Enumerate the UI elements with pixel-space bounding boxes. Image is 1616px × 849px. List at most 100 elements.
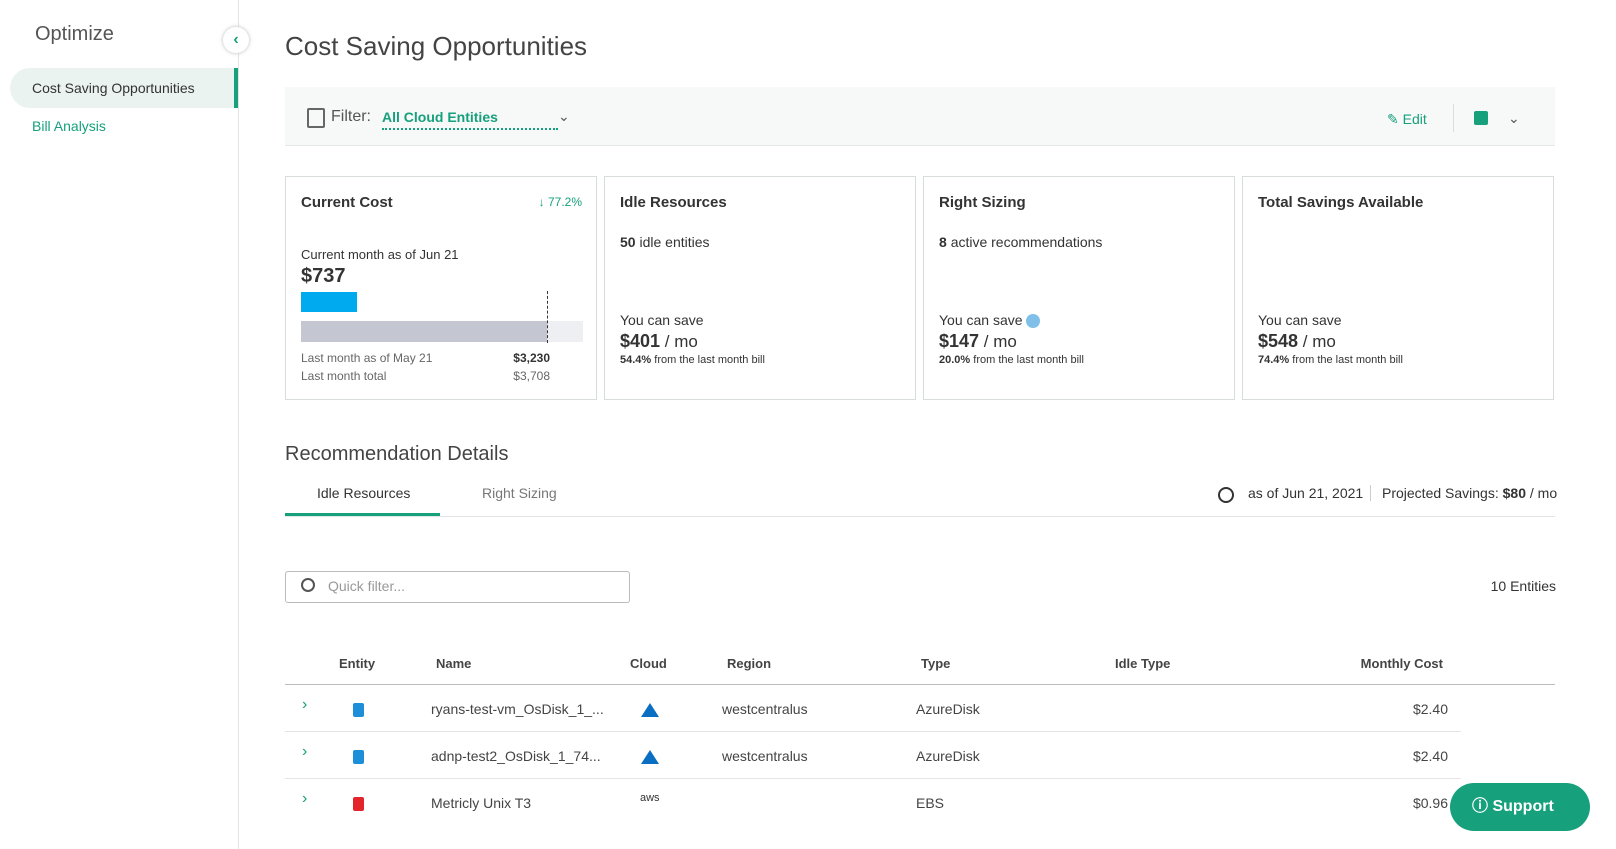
row-line [285, 778, 1461, 779]
column-header: Monthly Cost [1360, 656, 1443, 671]
summary-card: Total Savings Available You can save $548 … [1242, 176, 1554, 400]
support-button[interactable]: ⓘ Support [1450, 783, 1590, 831]
unit: / mo [983, 332, 1017, 351]
column-header: Idle Type [1115, 656, 1171, 671]
region: westcentralus [722, 701, 808, 717]
column-header: Region [727, 656, 772, 671]
pct: 20.0% [939, 354, 971, 366]
column-header: Name [436, 656, 472, 671]
save-label: You can save [620, 312, 704, 328]
cloud-icon [641, 703, 659, 717]
expand-toggle[interactable]: › [302, 790, 308, 807]
save-label: You can save [939, 312, 1023, 328]
type: AzureDisk [916, 748, 980, 764]
projected-value: $80 [1502, 485, 1526, 501]
pct: 74.4% [1258, 354, 1290, 366]
tabs-line [285, 516, 1555, 517]
pct-text: from the last month bill [973, 354, 1084, 366]
last-label: Last month as of May 21 [301, 351, 433, 365]
unit: / mo [1302, 332, 1336, 351]
change: 77.2% [547, 195, 582, 209]
support-label: Support [1492, 798, 1554, 815]
name: adnp-test2_OsDisk_1_74... [431, 748, 601, 764]
info-icon [1026, 314, 1040, 328]
save-button[interactable] [1474, 111, 1488, 125]
projected-unit: / mo [1529, 485, 1558, 501]
save-dropdown[interactable]: ⌄ [1508, 110, 1520, 126]
type: AzureDisk [916, 701, 980, 717]
entity-count: 10 Entities [1490, 578, 1556, 594]
unit: / mo [664, 332, 698, 351]
filter-value[interactable]: All Cloud Entities [382, 109, 558, 130]
nav-item[interactable]: Cost Saving Opportunities [32, 80, 195, 96]
current-bar [301, 292, 358, 312]
last-marker [546, 291, 548, 343]
card-title: Right Sizing [939, 194, 1026, 211]
name: Metricly Unix T3 [431, 795, 532, 811]
amount-line: $401 / mo [620, 331, 698, 352]
tab[interactable]: Right Sizing [482, 485, 557, 501]
sidebar-title: Optimize [35, 23, 114, 45]
expand-toggle[interactable]: › [302, 696, 308, 713]
pct-line: 20.0% from the last month bill [939, 354, 1084, 366]
region: westcentralus [722, 748, 808, 764]
cost: $2.40 [1412, 701, 1448, 717]
filter-bar [285, 87, 1555, 146]
search-box[interactable] [285, 571, 630, 603]
edit-button[interactable]: ✎ Edit [1387, 111, 1427, 127]
projected: Projected Savings: $80 / mo [1382, 485, 1557, 501]
cloud-icon [641, 750, 659, 764]
total-value: $3,708 [513, 369, 550, 383]
cost: $2.40 [1412, 748, 1448, 764]
nav-active[interactable] [10, 68, 238, 108]
nav-item[interactable]: Bill Analysis [32, 118, 106, 134]
search-icon [301, 578, 315, 592]
amount: $147 [939, 331, 980, 351]
sidebar [0, 0, 239, 849]
card-title: Idle Resources [620, 194, 727, 211]
clock-icon [1218, 487, 1234, 503]
pct: 54.4% [620, 354, 652, 366]
dropdown-arrow[interactable]: ⌄ [558, 108, 570, 124]
page-title: Cost Saving Opportunities [285, 31, 588, 61]
pct-line: 74.4% from the last month bill [1258, 354, 1403, 366]
subtitle: Current month as of Jun 21 [301, 247, 459, 262]
amount: $548 [1258, 331, 1299, 351]
cost-change: ↓ 77.2% [538, 195, 582, 209]
current-amount: $737 [301, 265, 346, 287]
entity-icon [353, 797, 364, 811]
column-header: Type [921, 656, 951, 671]
filter-label: Filter: [331, 108, 371, 125]
save-label: You can save [1258, 312, 1342, 328]
name: ryans-test-vm_OsDisk_1_... [431, 701, 604, 717]
collapse-button[interactable]: ‹ [223, 27, 249, 53]
projected-label: Projected Savings: [1382, 485, 1499, 501]
card-title: Total Savings Available [1258, 194, 1424, 211]
amount-line: $548 / mo [1258, 331, 1336, 352]
amount-line: $147 / mo [939, 331, 1017, 352]
pct-text: from the last month bill [654, 354, 765, 366]
cloud-logo: aws [640, 792, 660, 804]
row-line [285, 731, 1461, 732]
divider [1453, 104, 1454, 132]
tab[interactable]: Idle Resources [317, 485, 411, 501]
card-title: Current Cost [301, 194, 393, 211]
filter-icon [307, 108, 325, 128]
column-header: Cloud [630, 656, 667, 671]
expand-toggle[interactable]: › [302, 743, 308, 760]
last-bar [301, 321, 547, 342]
tab-underline [285, 513, 440, 516]
type: EBS [916, 795, 945, 811]
count-text: active recommendations [950, 234, 1103, 250]
count-text: idle entities [639, 234, 710, 250]
last-value: $3,230 [513, 351, 550, 365]
total-label: Last month total [301, 369, 387, 383]
section-title: Recommendation Details [285, 443, 509, 465]
entity-icon [353, 750, 364, 764]
as-of: as of Jun 21, 2021 [1248, 485, 1364, 501]
column-header: Entity [339, 656, 376, 671]
entity-icon [353, 703, 364, 717]
summary-card: Right Sizing 8 active recommendations You … [923, 176, 1235, 400]
current-cost-card: Current Cost ↓ 77.2% Current month as of… [285, 176, 597, 400]
